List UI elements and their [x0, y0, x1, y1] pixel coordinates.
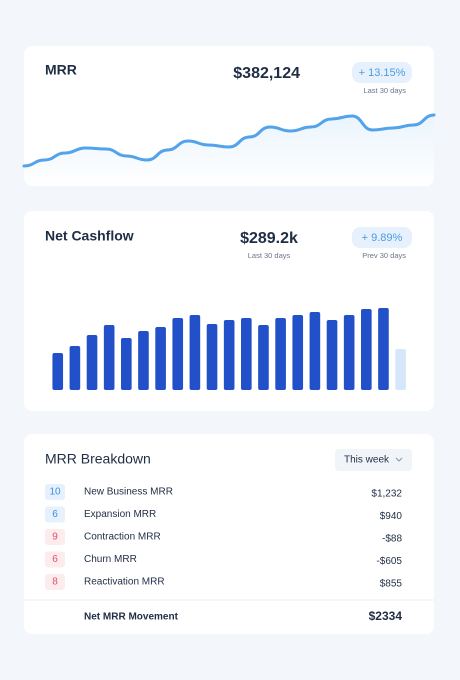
filter-dropdown[interactable] [335, 449, 412, 471]
count: 9 [52, 532, 58, 543]
card-title: MRR [45, 62, 77, 78]
row-amount: $855 [380, 579, 403, 590]
row-label: Churn MRR [84, 554, 137, 565]
dropdown-chevron [395, 457, 403, 462]
bar [52, 353, 64, 390]
bar [378, 308, 389, 390]
bar [138, 331, 149, 390]
bar [121, 338, 132, 390]
bar [309, 312, 321, 390]
total-label: Net MRR Movement [84, 612, 179, 623]
row-label: New Business MRR [84, 487, 173, 498]
card-title: Net Cashflow [45, 228, 134, 244]
bar [206, 324, 218, 390]
count: 10 [49, 487, 61, 498]
count-badge [45, 551, 65, 568]
count: 6 [52, 509, 58, 520]
change-text: + 9.89% [362, 232, 403, 244]
row-amount: $940 [380, 511, 403, 522]
bar [189, 315, 201, 390]
card-title: MRR Breakdown [45, 451, 151, 467]
row-label: Expansion MRR [84, 509, 156, 520]
change-text: + 13.15% [359, 67, 406, 79]
bar [395, 349, 406, 390]
metric-value: $289.2k [240, 230, 298, 247]
bar [292, 315, 304, 390]
period: Last 30 days [248, 251, 291, 260]
bar [326, 320, 338, 390]
bar [103, 325, 115, 390]
bar [275, 318, 286, 390]
count-badge [45, 506, 65, 523]
bar [155, 327, 166, 390]
period: Last 30 days [363, 86, 406, 95]
bar [241, 318, 252, 390]
count: 6 [52, 554, 58, 565]
row-amount: -$88 [382, 534, 402, 545]
filter-text[interactable]: This week [344, 455, 390, 466]
change-badge [352, 227, 412, 248]
row-amount: $1,232 [371, 489, 402, 500]
line [22, 113, 436, 168]
bar [258, 325, 269, 390]
bar [343, 315, 355, 390]
breakdown-card [24, 434, 434, 634]
change-badge [352, 62, 412, 83]
count-badge [45, 484, 65, 500]
row-amount: -$605 [376, 556, 402, 567]
count-badge [45, 574, 65, 590]
count-badge [45, 529, 65, 545]
line-area [24, 115, 434, 186]
total-value: $2334 [369, 609, 403, 623]
bar [86, 335, 98, 390]
bar [223, 320, 235, 390]
row-label: Contraction MRR [84, 532, 161, 543]
row-label: Reactivation MRR [84, 577, 165, 588]
bar [69, 346, 81, 390]
bar [172, 318, 184, 390]
count: 8 [52, 577, 58, 588]
period: Prev 30 days [362, 251, 406, 260]
metric-value: $382,124 [233, 65, 300, 82]
bar [361, 309, 372, 390]
